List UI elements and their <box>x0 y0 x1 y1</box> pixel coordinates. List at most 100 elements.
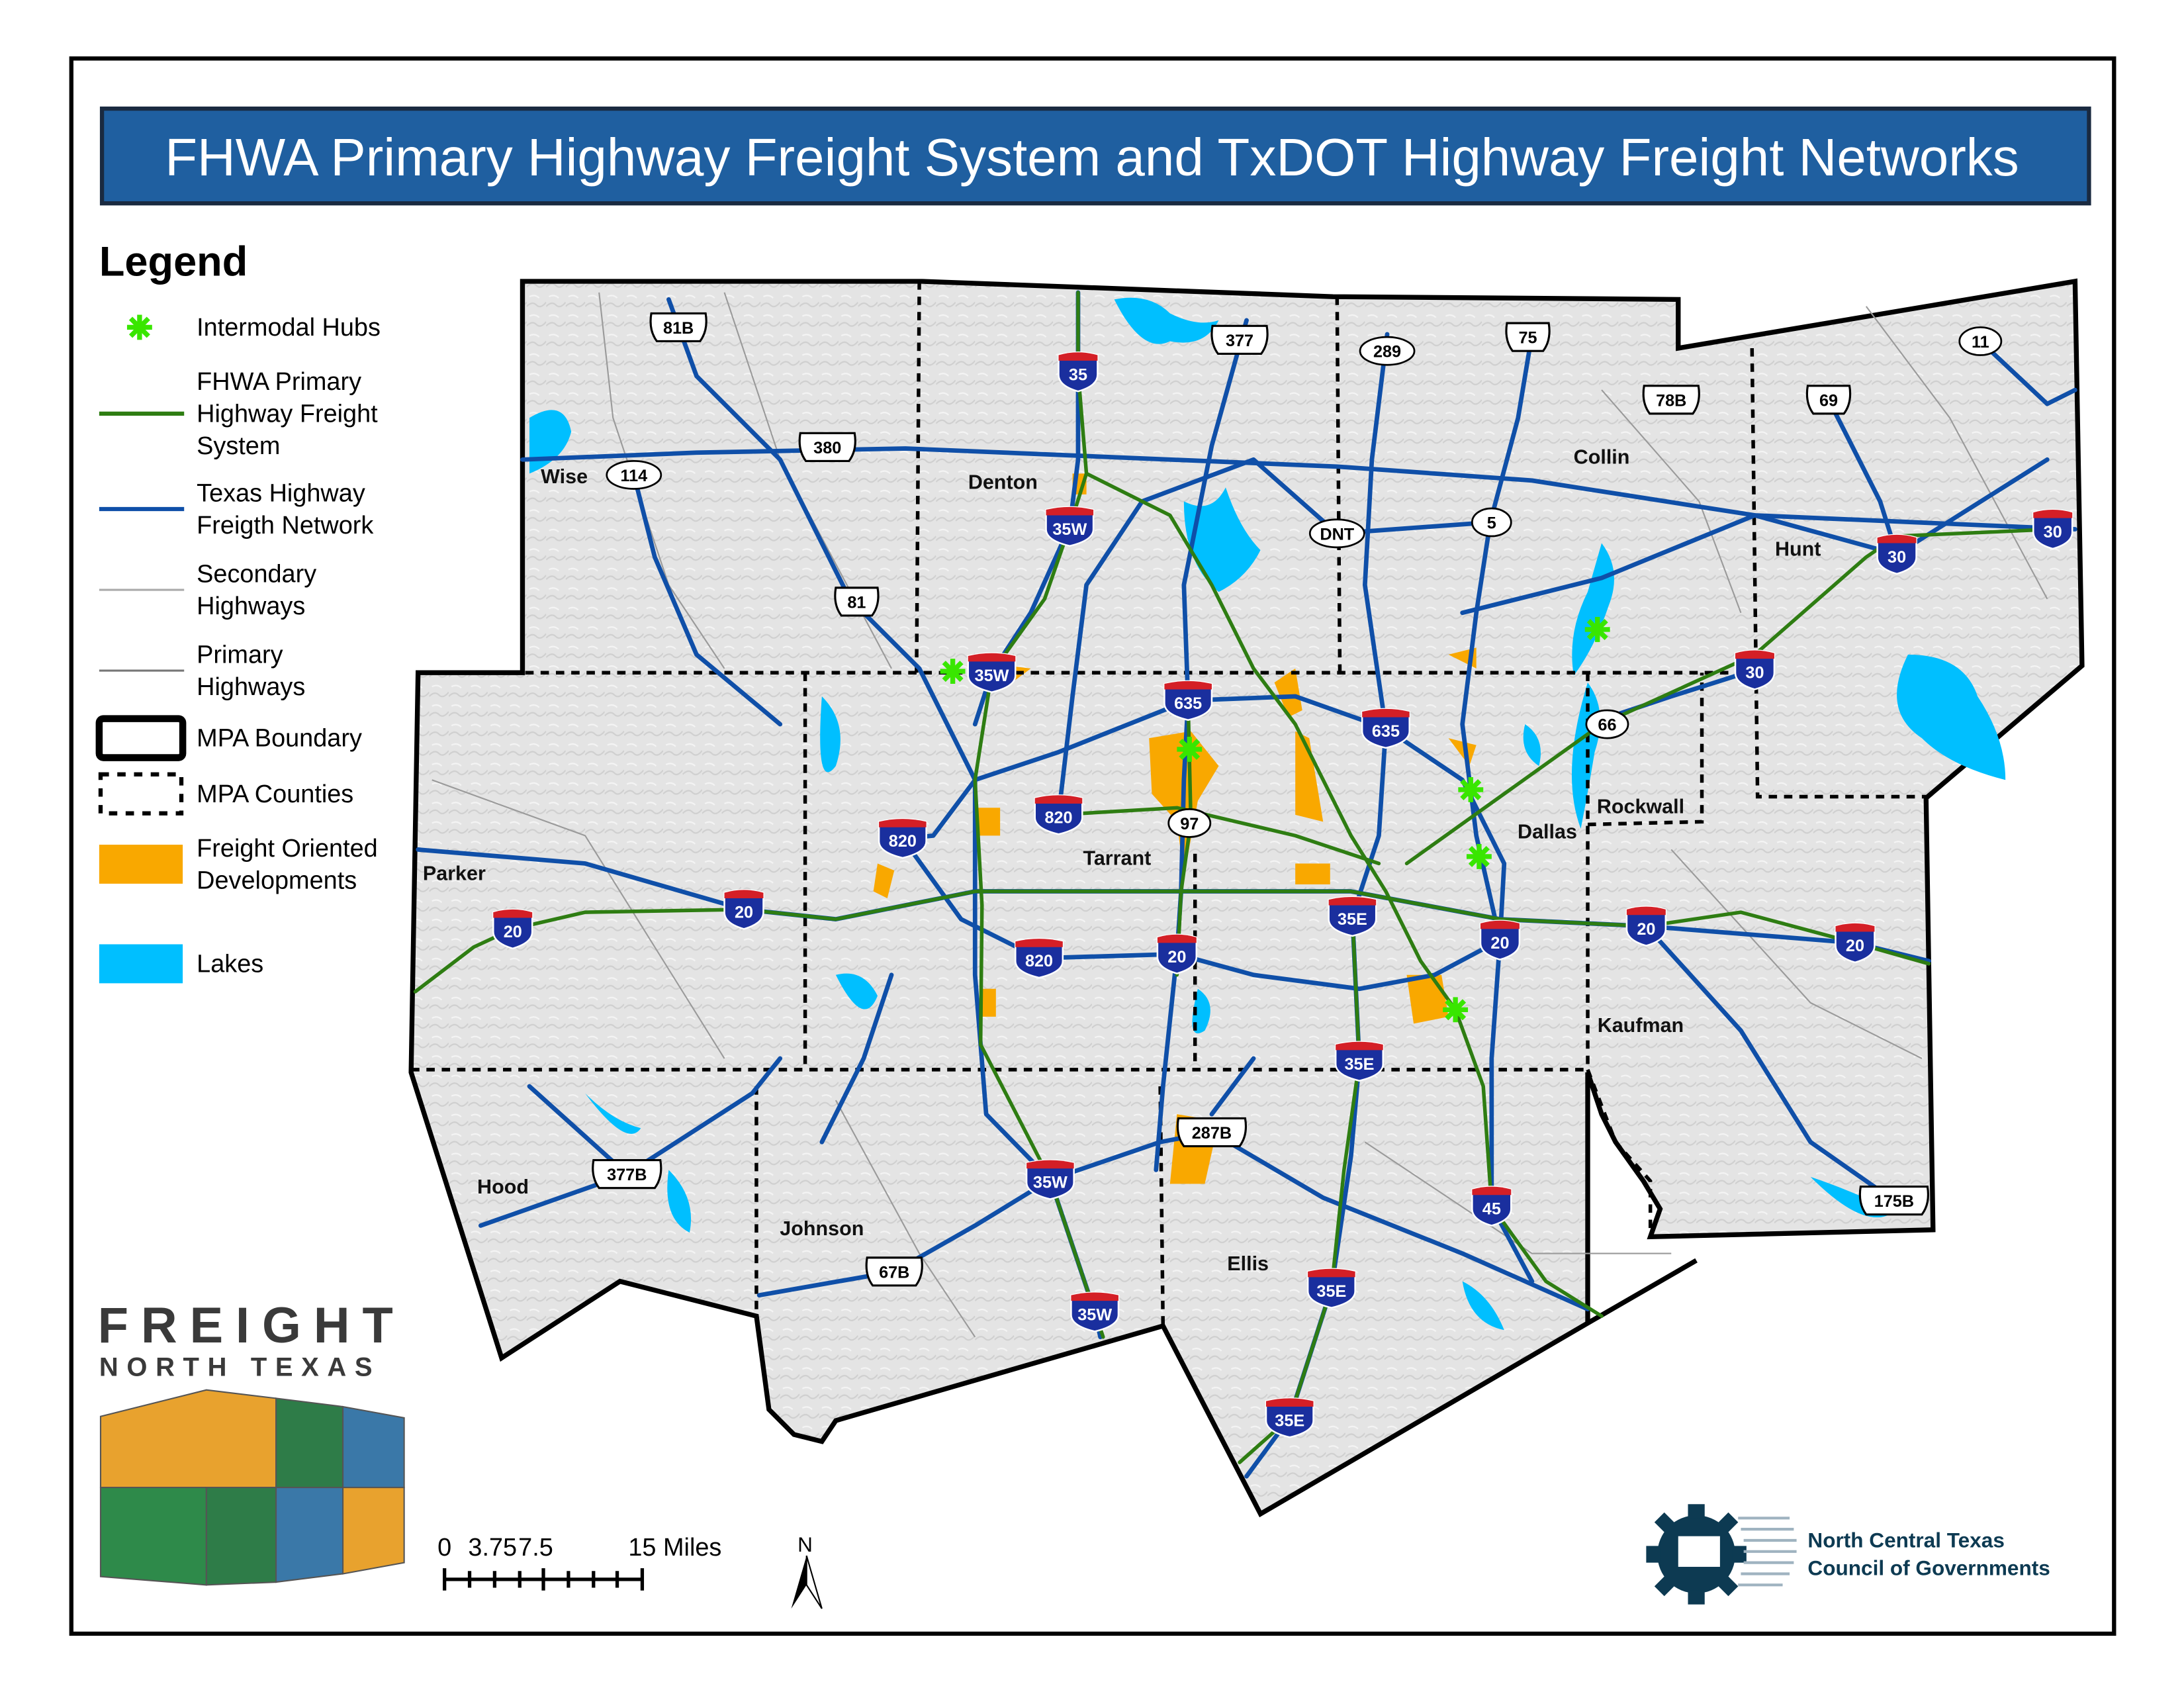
interstate-shield: 20 <box>1156 933 1198 974</box>
scale-label-0: 0 <box>437 1534 451 1562</box>
interstate-shield: 20 <box>1479 919 1521 961</box>
legend-label: System <box>197 432 280 460</box>
interstate-shield-label: 20 <box>504 923 522 941</box>
legend-label: Intermodal Hubs <box>197 314 381 342</box>
interstate-shield-label: 20 <box>735 904 753 922</box>
route-shield-label: 175B <box>1874 1192 1914 1211</box>
interstate-shield: 35W <box>967 652 1017 693</box>
interstate-shield: 30 <box>2032 508 2073 550</box>
route-shield: 5 <box>1471 507 1512 538</box>
legend-label: MPA Boundary <box>197 725 362 753</box>
interstate-shield-label: 635 <box>1372 722 1400 741</box>
route-shield: 11 <box>1958 326 2003 356</box>
intermodal-hub-icon <box>1177 736 1203 762</box>
legend-label: MPA Counties <box>197 780 353 808</box>
legend-item: MPA Boundary <box>95 715 362 761</box>
intermodal-hub-icon <box>1458 777 1484 802</box>
route-shield: 78B <box>1642 385 1700 415</box>
interstate-shield-label: 20 <box>1167 948 1186 966</box>
interstate-shield-label: 35E <box>1316 1282 1346 1301</box>
county-label: Tarrant <box>1083 847 1151 870</box>
interstate-shield-label: 35W <box>1052 520 1087 539</box>
scale-label-15: 15 Miles <box>628 1534 721 1562</box>
interstate-shield-label: 35E <box>1275 1411 1304 1430</box>
route-shield-label: 67B <box>879 1263 909 1282</box>
intermodal-hub-icon <box>1443 997 1469 1023</box>
interstate-shield: 35W <box>1070 1291 1120 1333</box>
legend-label: FHWA Primary <box>197 368 361 396</box>
legend-label: Primary <box>197 641 283 669</box>
route-shield: 377B <box>592 1159 662 1190</box>
scale-label-3.75: 3.75 <box>468 1534 517 1562</box>
nctcog-logo: North Central Texas Council of Governmen… <box>1646 1504 2050 1605</box>
legend: Legend Intermodal Hubs FHWA Primary Highwa… <box>95 239 381 984</box>
mpa-counties <box>411 281 1927 1327</box>
freight-logo-line2: NORTH TEXAS <box>99 1353 381 1382</box>
interstate-shield: 820 <box>1015 937 1064 979</box>
interstate-shield-label: 820 <box>1044 808 1072 827</box>
interstate-shield: 35W <box>1045 506 1095 547</box>
interstate-shield-label: 30 <box>1888 548 1906 567</box>
interstate-shield-label: 635 <box>1174 694 1202 713</box>
interstate-shield-label: 820 <box>1025 952 1053 970</box>
interstate-shield: 35W <box>1025 1159 1075 1200</box>
route-shield: 114 <box>606 460 662 490</box>
legend-label: Developments <box>197 867 357 894</box>
interstate-shield: 35 <box>1058 352 1099 393</box>
legend-heading: Legend <box>99 239 248 285</box>
interstate-shield-label: 35W <box>1033 1174 1068 1192</box>
interstate-shield: 45 <box>1471 1186 1512 1227</box>
interstate-shield-label: 30 <box>1745 664 1764 682</box>
interstate-shield: 820 <box>1034 794 1083 835</box>
interstate-shield-label: 35E <box>1338 910 1367 929</box>
legend-label: Highways <box>197 673 305 701</box>
interstate-shield-label: 820 <box>889 832 917 851</box>
route-shield: 81 <box>834 586 880 617</box>
interstate-shield: 35E <box>1334 1041 1384 1082</box>
county-label: Dallas <box>1518 821 1577 843</box>
county-label: Kaufman <box>1598 1014 1684 1037</box>
legend-label: Lakes <box>197 951 263 978</box>
intermodal-hubs <box>940 617 1610 1023</box>
intermodal-hub-icon <box>1584 617 1610 642</box>
north-arrow-icon <box>791 1556 807 1609</box>
route-shields: 81B 377 289 75 78B 11 69 380 114 DNT 5 81 66 97 287B 37… <box>592 312 2003 1287</box>
intermodal-hub-icon <box>126 314 152 340</box>
interstate-shield: 20 <box>1835 922 1876 964</box>
route-shield-label: 81B <box>663 319 694 338</box>
interstate-shield: 35E <box>1265 1397 1314 1438</box>
county-label: Johnson <box>780 1217 864 1240</box>
interstate-shield-label: 35E <box>1345 1055 1375 1074</box>
mpa-counties-swatch <box>98 772 184 816</box>
legend-item: FHWA Primary Highway Freight System <box>99 368 378 460</box>
map-area: Wise Denton Collin Hunt Parker Tarrant Dallas R… <box>408 278 2085 1518</box>
legend-item: MPA Counties <box>98 772 353 816</box>
route-shield: 67B <box>865 1256 923 1287</box>
route-shield-label: 377B <box>607 1166 647 1184</box>
interstate-shield: 30 <box>1876 534 1917 575</box>
nctcog-line2: Council of Governments <box>1807 1556 2050 1580</box>
north-arrow: N <box>791 1532 823 1609</box>
interstate-shield: 20 <box>1625 906 1667 947</box>
route-shield: 69 <box>1805 385 1852 415</box>
interstate-shield: 635 <box>1163 680 1213 722</box>
route-shield-label: 380 <box>813 439 841 457</box>
county-label: Denton <box>968 471 1038 493</box>
interstate-shields: 35 35W 35W 635 635 820 820 820 20 20 20 20 20 20 35E 35… <box>492 352 2073 1438</box>
nctcog-line1: North Central Texas <box>1807 1528 2004 1552</box>
legend-item: Intermodal Hubs <box>126 314 381 342</box>
route-shield-label: 81 <box>847 593 866 612</box>
freight-north-texas-logo: FREIGHT NORTH TEXAS <box>98 1297 406 1586</box>
county-label: Wise <box>541 465 588 488</box>
legend-label: Secondary <box>197 560 316 588</box>
legend-label: Freight Oriented <box>197 835 378 863</box>
legend-fill-swatch <box>99 944 183 984</box>
freight-logo-line1: FREIGHT <box>98 1297 406 1354</box>
scale-bar: 0 3.75 7.5 15 Miles <box>437 1534 721 1591</box>
interstate-shield: 35E <box>1306 1268 1356 1309</box>
route-shield-label: 97 <box>1180 815 1199 833</box>
legend-label: Freigth Network <box>197 512 373 539</box>
interstate-shield: 635 <box>1361 708 1410 749</box>
legend-item: Texas Highway Freigth Network <box>99 479 373 539</box>
route-shield-label: 78B <box>1656 391 1686 410</box>
